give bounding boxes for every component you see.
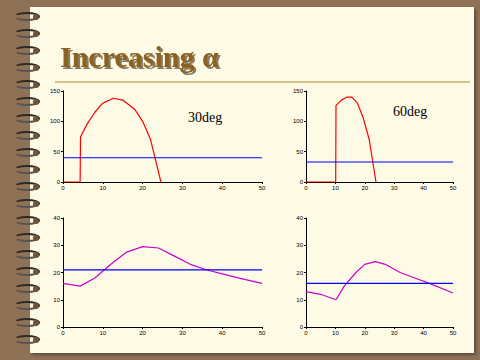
svg-text:150: 150 — [50, 88, 61, 94]
svg-text:20: 20 — [139, 185, 146, 191]
svg-text:0: 0 — [300, 179, 304, 185]
svg-text:10: 10 — [332, 185, 339, 191]
svg-text:50: 50 — [450, 185, 457, 191]
svg-text:40: 40 — [53, 215, 60, 221]
svg-text:20: 20 — [296, 270, 303, 276]
svg-text:10: 10 — [99, 185, 106, 191]
svg-text:0: 0 — [57, 324, 61, 330]
svg-text:0: 0 — [304, 185, 308, 191]
svg-text:30: 30 — [53, 242, 60, 248]
svg-text:20: 20 — [139, 330, 146, 336]
svg-text:150: 150 — [293, 88, 304, 94]
svg-text:10: 10 — [296, 297, 303, 303]
svg-text:50: 50 — [259, 330, 266, 336]
svg-text:30: 30 — [391, 185, 398, 191]
svg-text:40: 40 — [420, 330, 427, 336]
svg-text:0: 0 — [300, 324, 304, 330]
svg-text:10: 10 — [332, 330, 339, 336]
svg-text:50: 50 — [53, 149, 60, 155]
svg-text:50: 50 — [296, 149, 303, 155]
svg-text:40: 40 — [219, 330, 226, 336]
svg-text:20: 20 — [361, 185, 368, 191]
svg-text:20: 20 — [53, 270, 60, 276]
svg-text:40: 40 — [420, 185, 427, 191]
svg-text:30: 30 — [179, 330, 186, 336]
svg-text:50: 50 — [259, 185, 266, 191]
svg-text:100: 100 — [50, 118, 61, 124]
svg-text:60deg: 60deg — [393, 104, 427, 119]
svg-text:0: 0 — [61, 185, 65, 191]
svg-text:40: 40 — [219, 185, 226, 191]
svg-text:10: 10 — [99, 330, 106, 336]
svg-text:50: 50 — [450, 330, 457, 336]
svg-text:0: 0 — [304, 330, 308, 336]
svg-text:30: 30 — [391, 330, 398, 336]
svg-text:Increasing α: Increasing α — [60, 40, 219, 73]
svg-text:100: 100 — [293, 118, 304, 124]
svg-text:30: 30 — [296, 242, 303, 248]
svg-text:10: 10 — [53, 297, 60, 303]
svg-text:30deg: 30deg — [188, 110, 222, 125]
svg-text:40: 40 — [296, 215, 303, 221]
svg-text:0: 0 — [57, 179, 61, 185]
svg-text:20: 20 — [361, 330, 368, 336]
svg-text:0: 0 — [61, 330, 65, 336]
svg-text:30: 30 — [179, 185, 186, 191]
